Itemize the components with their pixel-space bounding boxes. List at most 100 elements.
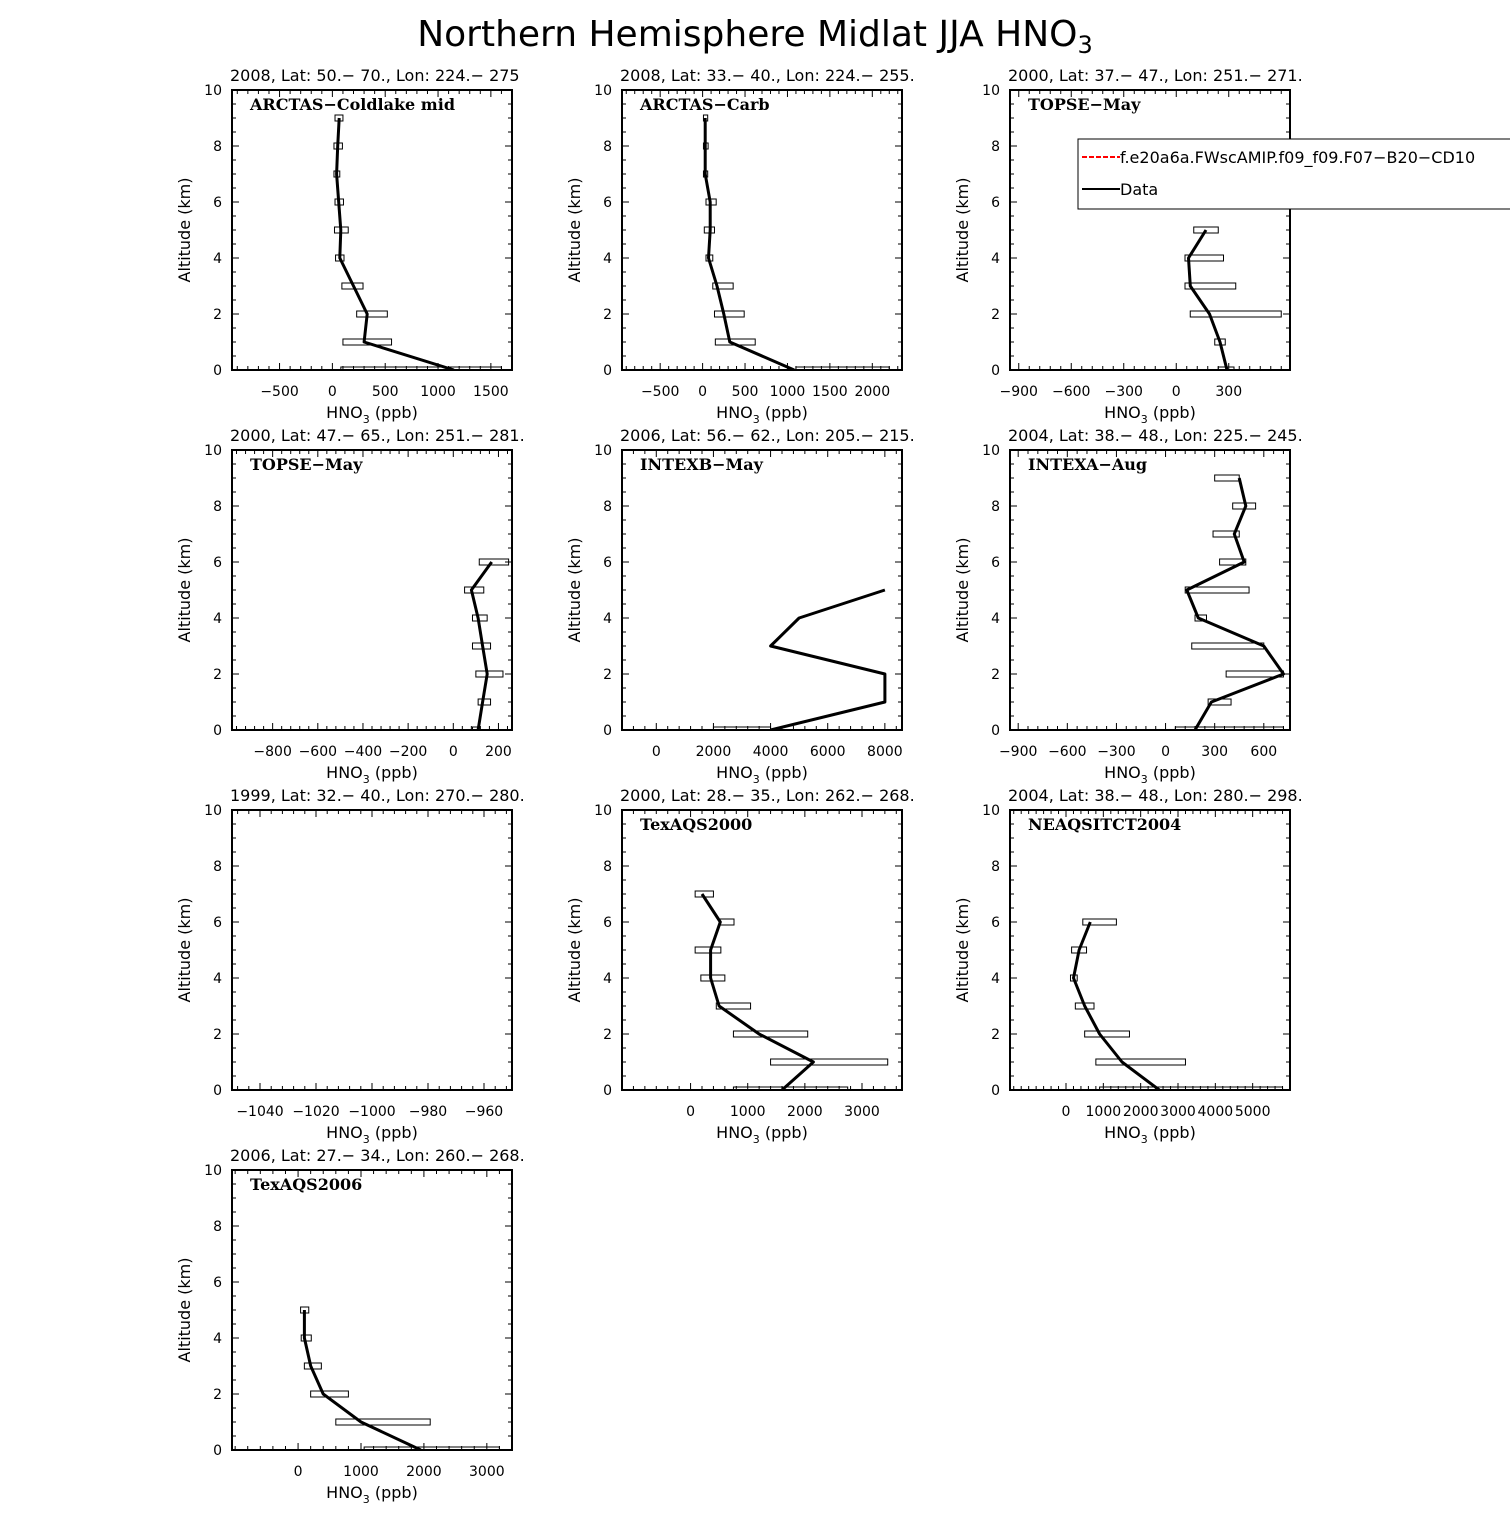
x-axis-label: HNO3 (ppb): [326, 1483, 418, 1506]
x-tick-label: 300: [1201, 744, 1228, 760]
y-tick-label: 2: [213, 307, 222, 323]
x-axis-label-unit: (ppb): [760, 763, 808, 782]
y-tick-label: 6: [213, 555, 222, 571]
x-axis-label-main: HNO: [1104, 403, 1141, 422]
x-tick-label: 200: [485, 744, 512, 760]
plot-frame: [1009, 809, 1291, 1091]
x-tick-label: 2000: [1123, 1104, 1159, 1120]
plot-frame: [621, 449, 903, 731]
data-profile-line: [700, 893, 815, 1090]
y-tick-label: 6: [213, 195, 222, 211]
y-tick-label: 6: [603, 555, 612, 571]
x-tick-label: 2000: [406, 1464, 442, 1480]
range-box: [1212, 530, 1240, 538]
campaign-label: TexAQS2006: [250, 1175, 362, 1194]
range-box: [363, 1446, 500, 1450]
y-tick-label: 8: [991, 499, 1000, 515]
range-box: [1194, 614, 1207, 622]
x-tick-label: 0: [1062, 1104, 1071, 1120]
y-tick-label: 8: [991, 859, 1000, 875]
panel-7: 1999, Lat: 32.− 40., Lon: 270.− 280. 0 2 4 6…: [175, 786, 525, 1146]
range-box: [342, 338, 393, 346]
panel-data: [702, 114, 890, 370]
panel-3: 2000, Lat: 37.− 47., Lon: 251.− 271. TOPS…: [953, 66, 1303, 426]
panel-data: [1174, 474, 1285, 730]
panel-data: [300, 1306, 500, 1450]
x-axis-label-sub: 3: [753, 773, 760, 786]
panel-4: 2000, Lat: 47.− 65., Lon: 251.− 281. TOPS…: [175, 426, 525, 786]
x-tick-label: 5000: [1235, 1104, 1271, 1120]
range-box: [715, 1002, 752, 1010]
range-box: [1184, 586, 1250, 594]
x-tick-label: −600: [1052, 384, 1090, 400]
x-axis-label: HNO3 (ppb): [326, 763, 418, 786]
x-axis-label: HNO3 (ppb): [716, 1123, 808, 1146]
y-axis-label: Altitude (km): [953, 538, 972, 643]
x-axis-label-main: HNO: [716, 1123, 753, 1142]
y-tick-label: 6: [991, 915, 1000, 931]
y-tick-label: 4: [991, 251, 1000, 267]
panel-title: 2000, Lat: 37.− 47., Lon: 251.− 271.: [1008, 66, 1303, 85]
range-box: [712, 282, 734, 290]
y-tick-label: 6: [603, 195, 612, 211]
y-tick-label: 10: [982, 443, 1000, 459]
y-tick-label: 4: [213, 1331, 222, 1347]
y-tick-label: 2: [213, 1387, 222, 1403]
range-box: [1084, 1030, 1130, 1038]
data-profile-line: [1187, 229, 1229, 370]
x-axis-label: HNO3 (ppb): [326, 1123, 418, 1146]
x-tick-label: −500: [641, 384, 679, 400]
panel-data: [712, 588, 887, 730]
y-axis-label: Altitude (km): [175, 538, 194, 643]
legend-box: [1077, 138, 1510, 210]
x-axis-label: HNO3 (ppb): [326, 403, 418, 426]
range-box: [1191, 642, 1265, 650]
panel-data: [333, 114, 502, 370]
range-box: [1189, 310, 1282, 318]
x-tick-label: 8000: [867, 744, 903, 760]
x-tick-label: 0: [1172, 384, 1181, 400]
x-axis-label: HNO3 (ppb): [716, 403, 808, 426]
x-tick-label: 6000: [810, 744, 846, 760]
y-tick-label: 2: [213, 667, 222, 683]
range-box: [732, 1030, 809, 1038]
x-axis-label-sub: 3: [753, 1133, 760, 1146]
x-tick-label: −300: [1097, 744, 1135, 760]
range-box: [712, 726, 772, 730]
x-axis-label-sub: 3: [363, 1493, 370, 1506]
panel-10: 2006, Lat: 27.− 34., Lon: 260.− 268. TexA…: [175, 1146, 525, 1506]
range-box: [1214, 474, 1240, 482]
campaign-label: INTEXB−May: [640, 455, 764, 474]
panel-1: 2008, Lat: 50.− 70., Lon: 224.− 275 ARCTA…: [175, 66, 520, 426]
x-axis-label-sub: 3: [1141, 773, 1148, 786]
range-box: [1174, 726, 1284, 730]
y-axis-label: Altitude (km): [953, 178, 972, 283]
campaign-label: INTEXA−Aug: [1028, 455, 1147, 474]
x-tick-label: 500: [372, 384, 399, 400]
y-tick-label: 10: [204, 1163, 222, 1179]
range-box: [310, 1390, 349, 1398]
panel-title: 2000, Lat: 28.− 35., Lon: 262.− 268.: [620, 786, 915, 805]
panel-title: 2000, Lat: 47.− 65., Lon: 251.− 281.: [230, 426, 525, 445]
y-tick-label: 4: [991, 611, 1000, 627]
x-tick-label: 500: [732, 384, 759, 400]
range-box: [694, 946, 722, 954]
x-axis-label-main: HNO: [326, 1483, 363, 1502]
y-tick-label: 0: [991, 1083, 1000, 1099]
x-tick-label: 4000: [1198, 1104, 1234, 1120]
x-axis-label-main: HNO: [716, 403, 753, 422]
campaign-label: ARCTAS−Carb: [639, 95, 770, 114]
x-tick-label: −600: [299, 744, 337, 760]
x-tick-label: 300: [1215, 384, 1242, 400]
plot-frame: [621, 809, 903, 1091]
panel-data: [1184, 226, 1282, 370]
x-tick-label: 2000: [696, 744, 732, 760]
x-tick-label: 1500: [473, 384, 509, 400]
data-profile-line: [1185, 477, 1285, 730]
y-tick-label: 0: [991, 363, 1000, 379]
y-tick-label: 4: [603, 251, 612, 267]
x-tick-label: −980: [409, 1104, 447, 1120]
panel-5: 2006, Lat: 56.− 62., Lon: 205.− 215. INTE…: [565, 426, 915, 786]
y-tick-label: 8: [213, 139, 222, 155]
